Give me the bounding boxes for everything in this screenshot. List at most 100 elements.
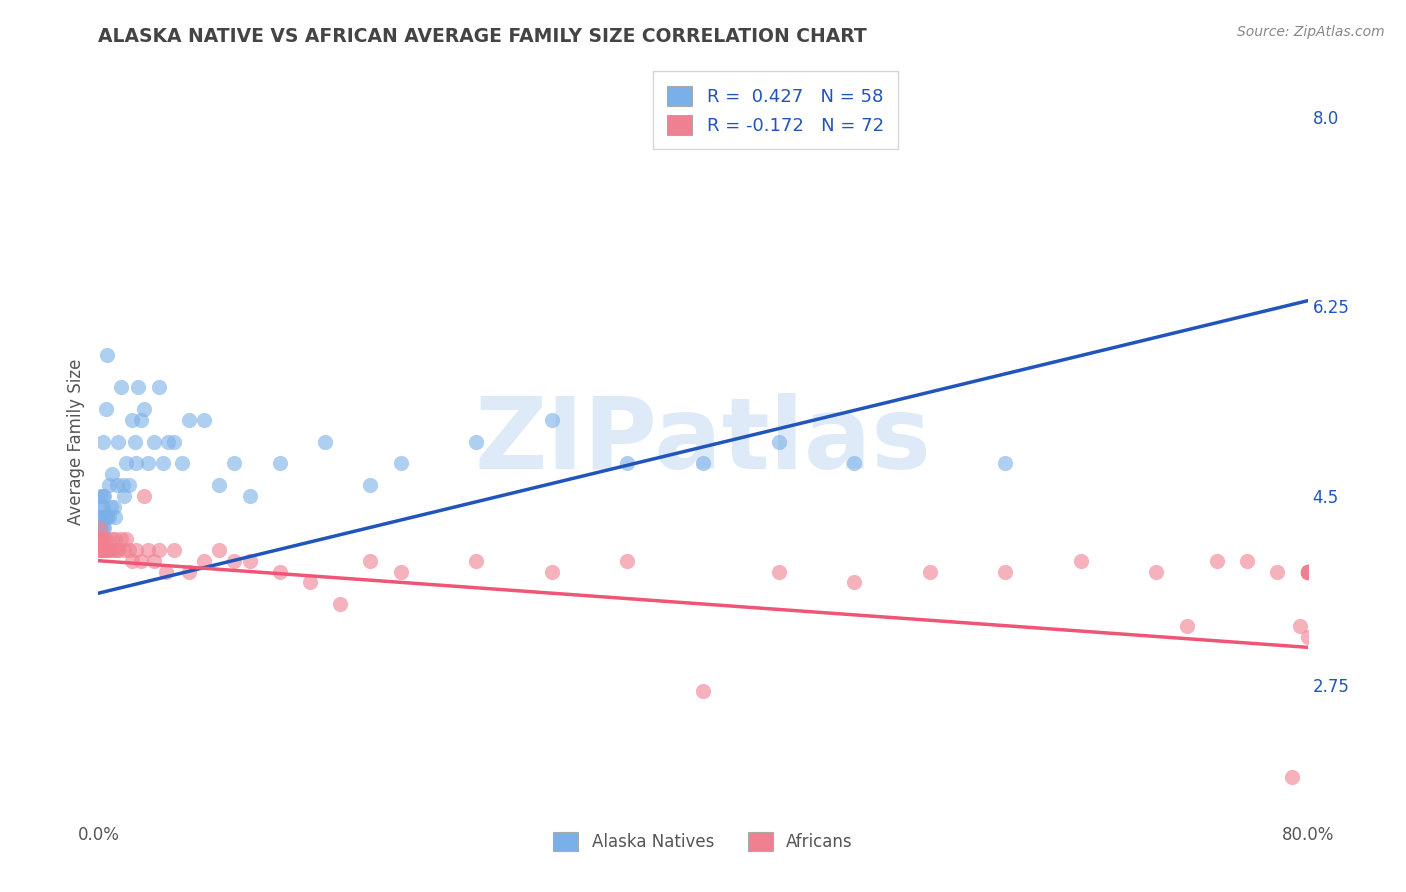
Point [768,434,790,449]
Point [104,510,127,524]
Point [193,554,215,568]
Text: ALASKA NATIVE VS AFRICAN AVERAGE FAMILY SIZE CORRELATION CHART: ALASKA NATIVE VS AFRICAN AVERAGE FAMILY … [98,27,868,45]
Point [239,489,262,503]
Point [143,434,166,449]
Point [94,402,117,417]
Point [299,575,322,590]
Point [208,542,231,557]
Point [94,542,117,557]
Point [91,489,114,503]
Point [844,456,866,470]
Point [163,542,186,557]
Point [96,542,118,557]
Point [91,500,114,514]
Point [89,489,111,503]
Point [91,434,114,449]
Point [93,521,115,535]
Point [1267,565,1289,579]
Point [132,402,155,417]
Point [1289,618,1312,632]
Point [103,500,125,514]
Point [94,510,117,524]
Point [91,510,114,524]
Point [844,575,866,590]
Point [100,500,122,514]
Point [616,554,638,568]
Point [93,542,115,557]
Point [269,565,291,579]
Point [768,565,790,579]
Point [1296,565,1319,579]
Point [98,542,121,557]
Point [224,456,246,470]
Point [148,542,170,557]
Point [540,413,562,427]
Point [118,478,141,492]
Point [100,542,122,557]
Point [124,434,146,449]
Point [692,456,714,470]
Point [179,413,201,427]
Point [104,532,127,546]
Point [1296,565,1319,579]
Point [129,554,152,568]
Point [1296,565,1319,579]
Point [465,434,488,449]
Point [110,380,132,394]
Point [1206,554,1229,568]
Point [91,542,114,557]
Point [1296,565,1319,579]
Point [89,542,111,557]
Text: ZIPatlas: ZIPatlas [475,393,931,490]
Point [1144,565,1167,579]
Point [136,456,159,470]
Point [1296,565,1319,579]
Text: Source: ZipAtlas.com: Source: ZipAtlas.com [1237,25,1385,39]
Point [114,532,136,546]
Point [114,456,136,470]
Point [127,380,149,394]
Point [1296,565,1319,579]
Point [90,500,112,514]
Point [91,521,114,535]
Point [98,478,121,492]
Point [105,478,128,492]
Point [89,510,111,524]
Point [314,434,336,449]
Point [96,348,118,362]
Point [163,434,186,449]
Point [107,542,129,557]
Point [1296,565,1319,579]
Point [143,554,166,568]
Point [389,456,412,470]
Point [132,489,155,503]
Point [121,554,143,568]
Point [121,413,143,427]
Point [994,565,1017,579]
Point [90,542,112,557]
Point [918,565,941,579]
Point [329,597,352,611]
Point [112,489,135,503]
Point [1175,618,1198,632]
Point [105,542,128,557]
Point [1296,630,1319,644]
Point [89,542,111,557]
Point [91,542,114,557]
Point [540,565,562,579]
Point [101,467,124,481]
Point [129,413,152,427]
Point [148,380,170,394]
Point [465,554,488,568]
Point [193,413,215,427]
Point [692,683,714,698]
Point [994,456,1017,470]
Point [125,456,148,470]
Point [90,532,112,546]
Point [94,532,117,546]
Point [96,510,118,524]
Point [89,521,111,535]
Legend: Alaska Natives, Africans: Alaska Natives, Africans [547,826,859,858]
Point [103,542,125,557]
Point [179,565,201,579]
